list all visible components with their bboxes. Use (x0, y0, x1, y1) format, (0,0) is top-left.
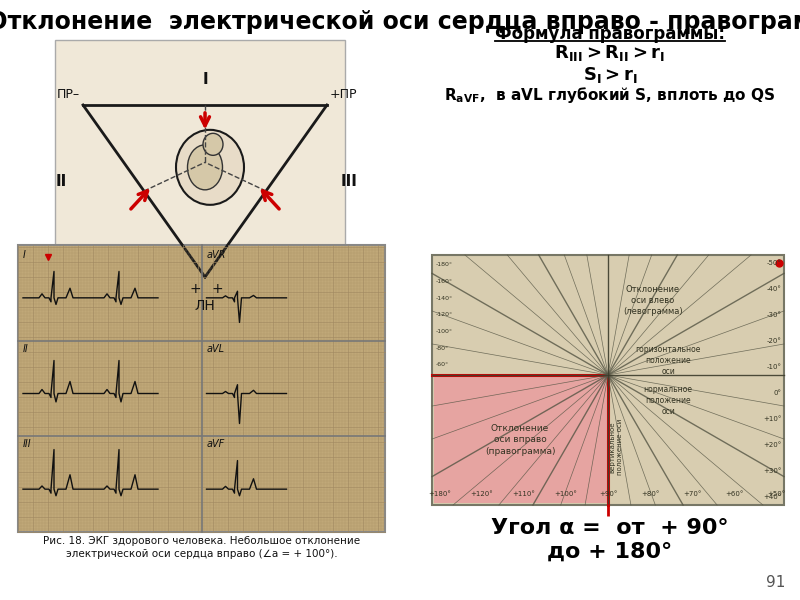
Text: +30°: +30° (764, 468, 782, 474)
Text: +110°: +110° (513, 491, 535, 497)
Bar (432, 255, 784, 505)
Text: +90°: +90° (599, 491, 617, 497)
Text: aVF: aVF (206, 439, 225, 449)
Text: -40°: -40° (767, 286, 782, 292)
Text: +50°: +50° (767, 491, 785, 497)
Text: вертикальное
положение оси: вертикальное положение оси (610, 419, 622, 475)
Text: -10°: -10° (767, 364, 782, 370)
Text: Отклонение
оси влево
(левограмма): Отклонение оси влево (левограмма) (623, 285, 683, 316)
Text: -100°: -100° (436, 329, 453, 334)
Text: Отклонение
оси вправо
(правограмма): Отклонение оси вправо (правограмма) (485, 424, 555, 455)
Text: I: I (202, 72, 208, 87)
Ellipse shape (203, 133, 223, 155)
Ellipse shape (176, 130, 244, 205)
Text: +10°: +10° (764, 416, 782, 422)
Text: +: + (211, 282, 223, 296)
Text: +100°: +100° (554, 491, 578, 497)
Polygon shape (434, 375, 608, 503)
Text: +60°: +60° (725, 491, 743, 497)
Text: aVR: aVR (206, 250, 226, 260)
Text: горизонтальное
положение
оси: горизонтальное положение оси (635, 345, 701, 376)
Text: ПР–: ПР– (57, 88, 80, 101)
Text: -120°: -120° (436, 313, 453, 317)
Text: $\mathbf{R_{aVF}}$,  в aVL глубокий S, вплоть до QS: $\mathbf{R_{aVF}}$, в aVL глубокий S, вп… (444, 85, 776, 105)
Text: +40°: +40° (764, 494, 782, 500)
Text: 0°: 0° (774, 390, 782, 396)
Text: II: II (55, 173, 66, 188)
Text: ЛН: ЛН (194, 299, 215, 313)
Bar (18, 245, 385, 532)
Text: +80°: +80° (641, 491, 659, 497)
Text: до + 180°: до + 180° (547, 542, 673, 562)
Text: +180°: +180° (429, 491, 451, 497)
Text: Формула правограммы:: Формула правограммы: (495, 25, 725, 43)
Text: -160°: -160° (436, 279, 453, 284)
Text: +: + (189, 282, 201, 296)
Text: aVL: aVL (206, 344, 225, 353)
Text: -80°: -80° (436, 346, 449, 351)
Text: $\mathbf{S_{I} > r_{I}}$: $\mathbf{S_{I} > r_{I}}$ (582, 65, 638, 85)
Text: +ПР: +ПР (330, 88, 358, 101)
Text: III: III (23, 439, 32, 449)
Text: -140°: -140° (436, 296, 453, 301)
Text: 3) Отклонение  электрической оси сердца вправо - правограмма: 3) Отклонение электрической оси сердца в… (0, 10, 800, 34)
Text: -30°: -30° (767, 312, 782, 318)
Text: нормальное
положение
оси: нормальное положение оси (643, 385, 693, 416)
Text: +20°: +20° (764, 442, 782, 448)
Text: -180°: -180° (436, 263, 453, 268)
Text: $\mathbf{R_{III} > R_{II} > r_{I}}$: $\mathbf{R_{III} > R_{II} > r_{I}}$ (554, 43, 666, 63)
Text: +120°: +120° (470, 491, 494, 497)
Text: -50°: -50° (767, 260, 782, 266)
Bar (55, 40, 345, 315)
Text: II: II (23, 344, 29, 353)
Text: -60°: -60° (436, 362, 449, 367)
Text: Угол α =  от  + 90°: Угол α = от + 90° (491, 518, 729, 538)
Text: Рис. 18. ЭКГ здорового человека. Небольшое отклонение
электрической оси сердца в: Рис. 18. ЭКГ здорового человека. Небольш… (43, 536, 360, 559)
Text: III: III (341, 173, 358, 188)
Text: 91: 91 (766, 575, 785, 590)
Text: +70°: +70° (683, 491, 701, 497)
Text: -20°: -20° (767, 338, 782, 344)
Text: I: I (23, 250, 26, 260)
Ellipse shape (187, 145, 222, 190)
